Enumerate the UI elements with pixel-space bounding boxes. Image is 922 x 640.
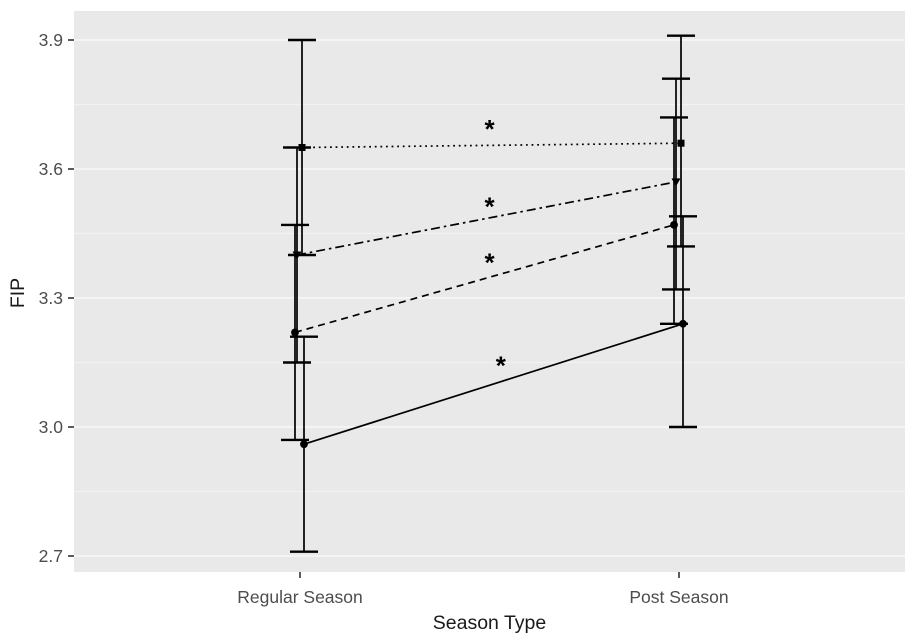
y-tick-label: 3.6 bbox=[39, 159, 63, 179]
data-point-marker-square bbox=[677, 139, 685, 147]
significance-asterisk: * bbox=[484, 191, 495, 221]
series-line-dotted bbox=[301, 142, 682, 149]
series-solid bbox=[290, 215, 697, 553]
x-category-label: Post Season bbox=[629, 587, 728, 607]
series-line-dashdot bbox=[296, 181, 677, 256]
significance-asterisk: * bbox=[496, 351, 507, 381]
plot-panel bbox=[74, 11, 905, 572]
x-category-label: Regular Season bbox=[237, 587, 363, 607]
significance-asterisk: * bbox=[484, 114, 495, 144]
x-axis-title: Season Type bbox=[433, 612, 546, 634]
data-point-marker-circle bbox=[670, 221, 678, 229]
series-dash-dot bbox=[283, 77, 690, 364]
significance-asterisk: * bbox=[484, 247, 495, 277]
series-line-dashed bbox=[294, 224, 675, 334]
y-axis-title: FIP bbox=[7, 278, 29, 308]
series-dashed bbox=[281, 116, 688, 442]
data-point-marker-circle bbox=[679, 319, 687, 328]
y-tick-label: 2.7 bbox=[39, 546, 63, 566]
y-tick-label: 3.0 bbox=[39, 417, 64, 437]
data-point-marker-circle bbox=[291, 328, 299, 337]
y-tick-label: 3.9 bbox=[39, 30, 63, 50]
y-tick-label: 3.3 bbox=[39, 288, 63, 308]
data-point-marker-circle bbox=[300, 440, 308, 449]
series-line-solid bbox=[303, 322, 684, 446]
